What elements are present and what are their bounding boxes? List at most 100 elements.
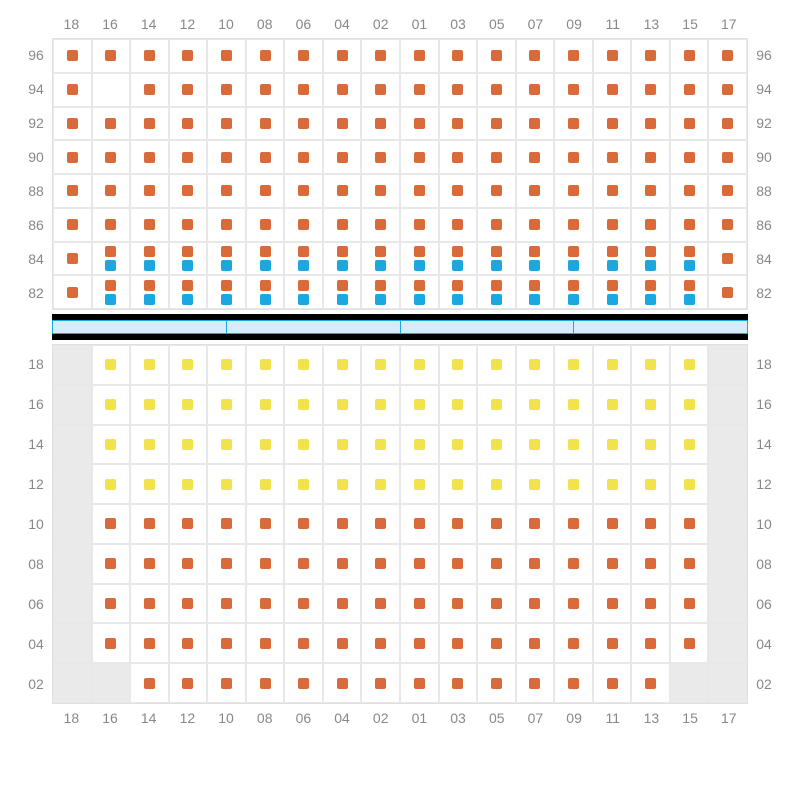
seat[interactable] [452, 219, 463, 230]
seat-cell[interactable] [593, 174, 632, 208]
seat[interactable] [298, 152, 309, 163]
seat-cell[interactable] [477, 140, 516, 174]
seat-cell[interactable] [323, 39, 362, 73]
seat[interactable] [491, 152, 502, 163]
seat[interactable] [260, 678, 271, 689]
seat-cell[interactable] [708, 663, 747, 703]
seat-cell[interactable] [708, 39, 747, 73]
seat[interactable] [491, 260, 502, 271]
seat-cell[interactable] [92, 208, 131, 242]
seat[interactable] [568, 246, 579, 257]
seat-cell[interactable] [169, 385, 208, 425]
seat[interactable] [182, 518, 193, 529]
seat[interactable] [452, 598, 463, 609]
seat[interactable] [414, 118, 425, 129]
seat[interactable] [221, 439, 232, 450]
seat-cell[interactable] [477, 385, 516, 425]
seat[interactable] [105, 246, 116, 257]
seat[interactable] [337, 399, 348, 410]
seat-cell[interactable] [670, 504, 709, 544]
seat-cell[interactable] [207, 174, 246, 208]
seat-cell[interactable] [130, 107, 169, 141]
seat-cell[interactable] [593, 425, 632, 465]
seat[interactable] [491, 518, 502, 529]
seat[interactable] [722, 219, 733, 230]
seat[interactable] [260, 638, 271, 649]
seat[interactable] [491, 638, 502, 649]
seat[interactable] [414, 280, 425, 291]
seat[interactable] [568, 219, 579, 230]
seat-cell[interactable] [323, 504, 362, 544]
seat[interactable] [684, 518, 695, 529]
seat-cell[interactable] [439, 623, 478, 663]
seat[interactable] [375, 598, 386, 609]
seat[interactable] [182, 118, 193, 129]
seat[interactable] [491, 399, 502, 410]
seat[interactable] [607, 638, 618, 649]
seat[interactable] [260, 280, 271, 291]
seat-cell[interactable] [246, 504, 285, 544]
seat[interactable] [529, 638, 540, 649]
seat[interactable] [529, 280, 540, 291]
seat-cell[interactable] [323, 385, 362, 425]
seat-cell[interactable] [516, 107, 555, 141]
seat[interactable] [684, 118, 695, 129]
seat[interactable] [414, 260, 425, 271]
seat[interactable] [645, 359, 656, 370]
seat-cell[interactable] [207, 663, 246, 703]
seat-cell[interactable] [708, 208, 747, 242]
seat[interactable] [144, 479, 155, 490]
seat-cell[interactable] [400, 623, 439, 663]
seat[interactable] [491, 84, 502, 95]
seat[interactable] [260, 219, 271, 230]
seat[interactable] [144, 678, 155, 689]
seat-cell[interactable] [169, 623, 208, 663]
seat[interactable] [491, 246, 502, 257]
seat[interactable] [221, 84, 232, 95]
seat[interactable] [607, 359, 618, 370]
seat-cell[interactable] [400, 174, 439, 208]
seat-cell[interactable] [631, 425, 670, 465]
seat[interactable] [144, 118, 155, 129]
seat[interactable] [452, 280, 463, 291]
seat[interactable] [529, 439, 540, 450]
seat-cell[interactable] [130, 275, 169, 309]
seat[interactable] [645, 280, 656, 291]
seat[interactable] [452, 185, 463, 196]
seat[interactable] [144, 152, 155, 163]
seat[interactable] [375, 359, 386, 370]
seat-cell[interactable] [400, 504, 439, 544]
seat-cell[interactable] [439, 39, 478, 73]
seat-cell[interactable] [207, 140, 246, 174]
seat-cell[interactable] [130, 242, 169, 276]
seat-cell[interactable] [708, 623, 747, 663]
seat-cell[interactable] [169, 663, 208, 703]
seat[interactable] [105, 399, 116, 410]
seat-cell[interactable] [130, 464, 169, 504]
seat[interactable] [260, 185, 271, 196]
seat-cell[interactable] [207, 275, 246, 309]
seat-cell[interactable] [92, 623, 131, 663]
seat-cell[interactable] [554, 73, 593, 107]
seat[interactable] [529, 50, 540, 61]
seat[interactable] [105, 185, 116, 196]
seat[interactable] [144, 84, 155, 95]
seat[interactable] [645, 399, 656, 410]
seat[interactable] [452, 152, 463, 163]
seat[interactable] [337, 84, 348, 95]
seat-cell[interactable] [284, 385, 323, 425]
seat-cell[interactable] [169, 39, 208, 73]
seat[interactable] [568, 84, 579, 95]
seat[interactable] [182, 678, 193, 689]
seat[interactable] [67, 152, 78, 163]
seat[interactable] [298, 185, 309, 196]
seat-cell[interactable] [708, 275, 747, 309]
seat[interactable] [529, 678, 540, 689]
seat-cell[interactable] [169, 544, 208, 584]
seat-cell[interactable] [169, 425, 208, 465]
seat[interactable] [298, 84, 309, 95]
seat[interactable] [337, 439, 348, 450]
seat[interactable] [568, 518, 579, 529]
seat-cell[interactable] [477, 242, 516, 276]
seat[interactable] [645, 50, 656, 61]
